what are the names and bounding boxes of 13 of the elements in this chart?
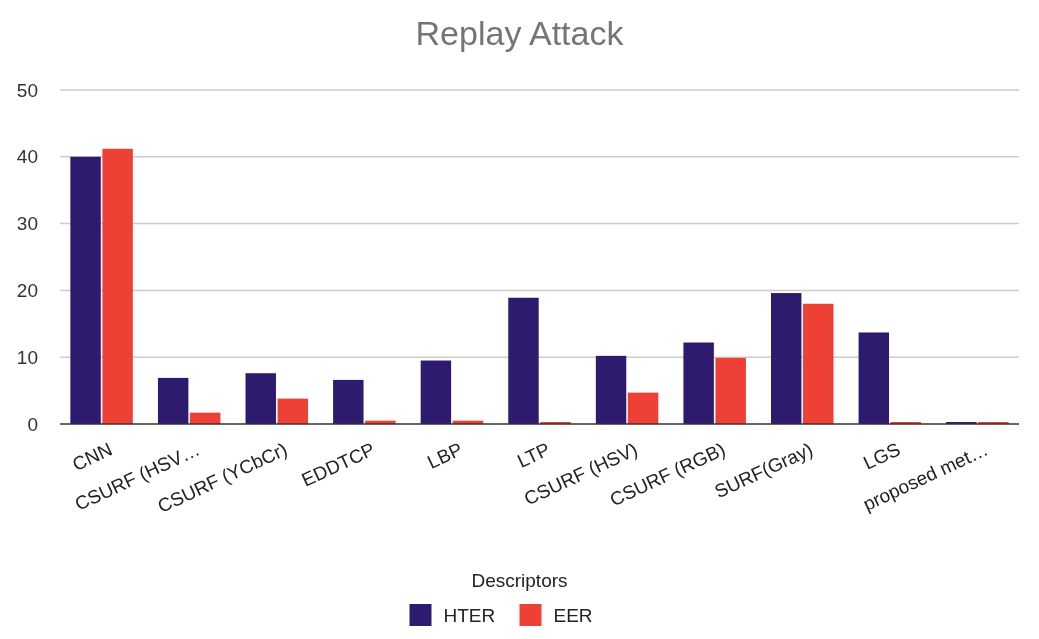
y-tick-label: 10 — [16, 346, 38, 368]
chart-title: Replay Attack — [415, 14, 625, 52]
x-tick-label: LBP — [424, 438, 466, 473]
y-tick-label: 40 — [16, 146, 38, 168]
y-tick-label: 20 — [16, 280, 38, 302]
y-tick-label: 50 — [16, 79, 38, 101]
y-tick-label: 30 — [16, 213, 38, 235]
x-tick-label: LTP — [514, 438, 554, 472]
legend-label: EER — [553, 604, 593, 626]
x-axis-title: Descriptors — [471, 570, 568, 591]
legend-label: HTER — [443, 604, 496, 626]
x-tick-label: CNN — [69, 438, 116, 476]
y-tick-label: 0 — [27, 413, 38, 435]
